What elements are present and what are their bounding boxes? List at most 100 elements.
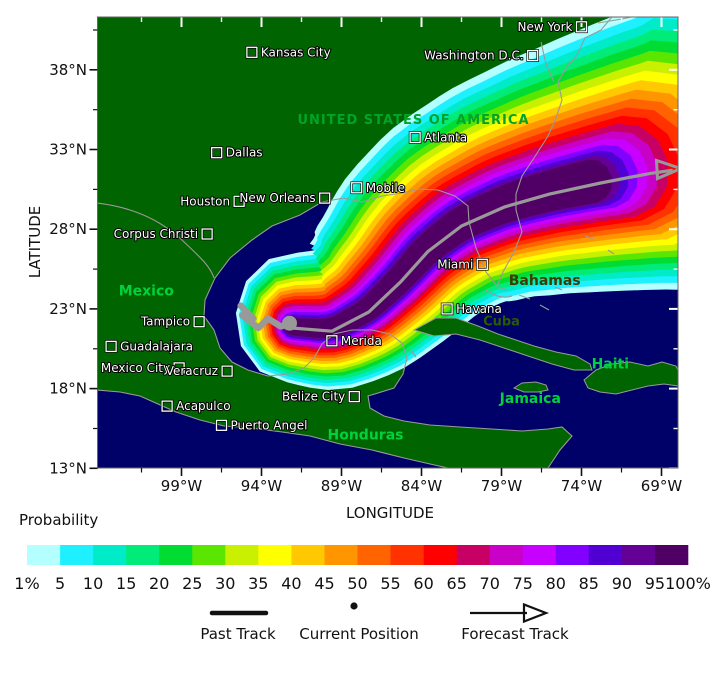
- city-square-icon: [173, 362, 185, 374]
- city-label: Tampico: [140, 315, 190, 329]
- colorbar-swatch-40-45: [291, 545, 325, 565]
- colorbar-swatch-20-25: [159, 545, 193, 565]
- city-square-icon: [326, 335, 338, 347]
- colorbar-swatch-80-85: [555, 545, 590, 565]
- city-mobile: Mobile: [350, 180, 406, 196]
- city-label: Atlanta: [424, 131, 467, 145]
- inner-ticks: [140, 17, 678, 468]
- colorbar-tick-label: 40: [281, 574, 301, 593]
- y-tick-label: 23°N: [49, 300, 87, 318]
- x-tick-label: 89°W: [321, 477, 363, 495]
- city-dallas: Dallas: [210, 145, 264, 161]
- x-tick-label: 99°W: [161, 477, 203, 495]
- colorbar-swatch-35-40: [258, 545, 292, 565]
- colorbar-swatch-70-75: [489, 545, 524, 565]
- current-position-label: Current Position: [299, 625, 419, 643]
- y-tick-label: 28°N: [49, 220, 87, 238]
- colorbar-tick-label: 55: [380, 574, 400, 593]
- city-label: Mobile: [366, 181, 405, 195]
- city-label: Washington D.C.: [424, 49, 524, 63]
- probability-band-95-100: [284, 159, 612, 339]
- colorbar-tick-label: 30: [215, 574, 235, 593]
- city-label: Dallas: [226, 146, 263, 160]
- city-square-icon: [193, 316, 205, 328]
- forecast-track-line: [291, 168, 673, 333]
- city-merida: Merida: [325, 333, 383, 349]
- city-square-icon: [441, 303, 453, 315]
- colorbar-swatch-10-15: [93, 545, 127, 565]
- city-label: Miami: [437, 257, 473, 271]
- map-border: [97, 16, 679, 469]
- colorbar-swatch-65-70: [456, 545, 491, 565]
- country-label-united-states-of-america: UNITED STATES OF AMERICA: [297, 113, 529, 128]
- rio-grande-border: [97, 202, 215, 279]
- city-label: Puerto Angel: [231, 418, 308, 432]
- city-label: Acapulco: [176, 399, 230, 413]
- city-square-icon: [161, 400, 173, 412]
- city-square-icon: [221, 365, 233, 377]
- colorbar-tick-label: 70: [480, 574, 500, 593]
- coastlines: [97, 17, 634, 468]
- colorbar-swatch-1-5: [27, 545, 61, 565]
- track-legend: Past Track Current Position Forecast Tra…: [200, 602, 569, 643]
- country-label-jamaica: Jamaica: [499, 391, 561, 407]
- city-label: New Orleans: [239, 191, 315, 205]
- city-new-orleans: New Orleans: [238, 190, 332, 206]
- chesapeake-bay: [540, 41, 555, 83]
- y-tick-label: 38°N: [49, 61, 87, 79]
- colorbar-swatch-30-35: [225, 545, 259, 565]
- x-tick-label: 74°W: [561, 477, 603, 495]
- map-area: [97, 17, 678, 468]
- y-tick-label: 18°N: [49, 380, 87, 398]
- city-square-icon: [409, 131, 421, 144]
- x-tick-label: 84°W: [401, 477, 443, 495]
- city-label: Havana: [456, 302, 502, 316]
- colorbar-tick-label: 15: [116, 574, 136, 593]
- mainland-coastline: [97, 17, 613, 468]
- colorbar-swatch-95-100: [654, 545, 689, 565]
- city-square-icon: [319, 192, 331, 204]
- city-guadalajara: Guadalajara: [104, 338, 194, 354]
- storm-tracks: [237, 158, 678, 333]
- florida-keys: [485, 289, 513, 298]
- colorbar-tick-label: 85: [579, 574, 599, 593]
- city-label: Belize City: [282, 390, 345, 404]
- city-acapulco: Acapulco: [160, 398, 232, 414]
- country-labels: UNITED STATES OF AMERICA Mexico Bahamas Cub…: [119, 113, 629, 444]
- map-frame: [97, 16, 679, 469]
- current-position-dot: [282, 315, 297, 331]
- city-veracruz: Veracruz: [165, 363, 234, 379]
- bahamas-islands: [497, 235, 615, 311]
- colorbar-tick-label: 75: [513, 574, 533, 593]
- current-position-symbol: [350, 602, 358, 610]
- forecast-track-symbol: [470, 602, 550, 624]
- city-square-icon: [211, 147, 223, 159]
- colorbar-tick-label: 20: [149, 574, 169, 593]
- colorbar-tick-label: 60: [413, 574, 433, 593]
- colorbar-swatch-50-55: [357, 545, 391, 565]
- island-hispaniola: [583, 361, 678, 395]
- island-cuba: [412, 317, 593, 371]
- x-tick-label: 69°W: [641, 477, 683, 495]
- city-label: Merida: [341, 334, 382, 348]
- past-track-label: Past Track: [200, 625, 276, 643]
- x-tick-label: 79°W: [481, 477, 523, 495]
- city-miami: Miami: [436, 256, 489, 272]
- city-markers: Kansas City New York Washington D.C. Atlant…: [100, 19, 588, 433]
- colorbar-tick-label: 50: [347, 574, 367, 593]
- colorbar-swatch-15-20: [126, 545, 160, 565]
- colorbar-tick-label: 80: [546, 574, 566, 593]
- city-square-icon: [348, 390, 360, 403]
- colorbar-tick-label: 100%: [665, 574, 711, 593]
- country-label-honduras: Honduras: [328, 428, 404, 444]
- colorbar-swatch-45-50: [324, 545, 358, 565]
- colorbar-tick-label: 10: [83, 574, 103, 593]
- city-havana: Havana: [440, 301, 503, 317]
- city-tampico: Tampico: [139, 314, 206, 330]
- colorbar-tick-label: 45: [314, 574, 334, 593]
- city-square-icon: [215, 419, 228, 431]
- probability-contour-bands: [235, 17, 678, 390]
- y-tick-label: 13°N: [49, 459, 87, 477]
- colorbar-tick-label: 35: [248, 574, 268, 593]
